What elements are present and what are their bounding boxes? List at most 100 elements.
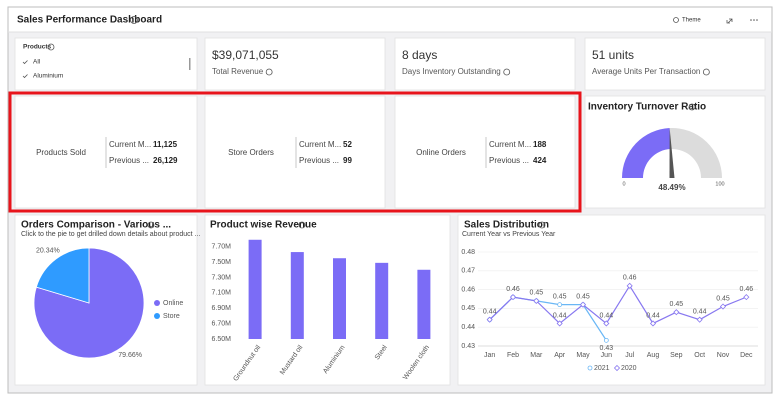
info-icon[interactable] (538, 221, 546, 229)
x-tick-label: Jan (484, 352, 495, 359)
point[interactable] (626, 282, 633, 289)
x-tick-label: Aug (647, 352, 660, 359)
theme-button[interactable]: Theme (682, 18, 701, 24)
y-tick-label: 0.44 (461, 324, 475, 331)
legend-label[interactable]: Online (163, 300, 183, 307)
data-label: 0.45 (576, 293, 590, 300)
point[interactable] (743, 294, 750, 301)
orders-row-label: Current M... (299, 140, 341, 149)
y-tick-label: 7.70M (212, 244, 232, 251)
x-tick-label: Oct (694, 352, 705, 359)
y-tick-label: 0.48 (461, 249, 475, 256)
data-label: 0.46 (740, 286, 754, 293)
data-label: 0.46 (506, 286, 520, 293)
gauge-label: 48.49% (658, 183, 685, 192)
info-icon[interactable] (503, 68, 511, 76)
y-tick-label: 7.50M (212, 259, 232, 266)
kpi-value: 8 days (402, 48, 437, 62)
point[interactable] (579, 301, 587, 308)
more-icon[interactable] (756, 19, 758, 21)
y-tick-label: 0.45 (461, 305, 475, 312)
point[interactable] (649, 320, 657, 327)
point[interactable] (719, 303, 727, 310)
gauge-tick-label: 100 (715, 181, 724, 187)
point[interactable] (603, 337, 609, 343)
info-icon[interactable] (702, 68, 710, 76)
x-tick-label: Apr (554, 352, 566, 359)
bar[interactable] (248, 239, 262, 339)
bar[interactable] (290, 252, 304, 339)
data-label: 0.43 (600, 345, 614, 352)
orders-row-label: Current M... (489, 140, 531, 149)
bar[interactable] (375, 262, 389, 339)
header-bar (8, 7, 772, 33)
point[interactable] (673, 309, 680, 316)
pie-label: 20.34% (36, 248, 60, 255)
filter-option[interactable]: All (33, 59, 41, 66)
checkbox[interactable] (22, 74, 28, 79)
info-icon[interactable] (298, 221, 306, 229)
chart-subtitle: Click to the pie to get drilled down det… (21, 231, 200, 238)
x-tick-label: Sep (670, 352, 683, 359)
orders-row-value: 424 (533, 156, 547, 165)
orders-row-value: 52 (343, 140, 352, 149)
more-icon[interactable] (753, 19, 755, 21)
info-icon[interactable] (130, 16, 138, 24)
x-tick-label: Mar (530, 352, 543, 359)
point[interactable] (486, 316, 493, 323)
kpi-label: Average Units Per Transaction (592, 67, 700, 76)
series-line (489, 284, 747, 325)
legend-label[interactable]: 2021 (594, 365, 610, 372)
legend-swatch (154, 313, 160, 319)
point[interactable] (556, 320, 563, 327)
orders-row-value: 26,129 (153, 156, 178, 165)
point[interactable] (557, 302, 563, 308)
x-tick-label: Dec (740, 352, 753, 359)
info-icon[interactable] (147, 221, 155, 229)
gauge-needle (669, 128, 675, 178)
filter-title: Products (23, 44, 52, 51)
point[interactable] (603, 320, 610, 327)
info-icon[interactable] (265, 68, 273, 76)
point[interactable] (509, 294, 517, 301)
checkbox[interactable] (22, 60, 28, 65)
info-icon[interactable] (688, 103, 696, 111)
kpi-label: Total Revenue (212, 67, 264, 76)
x-tick-label: Jun (601, 352, 612, 359)
orders-title: Online Orders (416, 148, 466, 157)
data-label: 0.44 (646, 312, 660, 319)
header-title: Sales Performance Dashboard (17, 15, 162, 26)
filter-card (14, 37, 198, 91)
legend-label[interactable]: 2020 (621, 365, 637, 372)
chart-title: Product wise Revenue (210, 220, 317, 231)
chart-title: Sales Distribution (464, 220, 549, 231)
charts: Inventory Turnover Ratio 48.49% 0 100 Orders… (21, 102, 758, 383)
x-tick-label: Feb (507, 352, 519, 359)
more-icon[interactable] (750, 19, 752, 21)
highlight-box (8, 91, 582, 213)
info-icon[interactable] (47, 43, 55, 51)
theme-icon[interactable] (673, 17, 679, 23)
legend-label[interactable]: Store (163, 313, 180, 320)
data-label: 0.44 (483, 309, 497, 316)
kpi-row: $39,071,055 Total Revenue 8 days Days Inven… (204, 37, 766, 91)
y-tick-label: 0.46 (461, 286, 475, 293)
scrollbar[interactable] (189, 58, 191, 70)
x-tick-label: Jul (625, 352, 634, 359)
data-label: 0.45 (670, 301, 684, 308)
point[interactable] (696, 316, 703, 323)
point[interactable] (533, 297, 540, 304)
pie-slice[interactable] (35, 247, 90, 304)
legend-swatch (154, 300, 160, 306)
kpi-label: Days Inventory Outstanding (402, 67, 501, 76)
bar[interactable] (333, 258, 346, 339)
filter-option[interactable]: Aluminium (33, 73, 63, 80)
x-tick-label: May (576, 352, 590, 359)
legend-swatch (613, 364, 621, 372)
orders-row-label: Previous ... (299, 156, 339, 165)
gauge-tick-label: 0 (622, 181, 625, 187)
expand-icon[interactable] (726, 18, 733, 24)
bar[interactable] (417, 269, 431, 339)
kpi-card (584, 37, 766, 91)
